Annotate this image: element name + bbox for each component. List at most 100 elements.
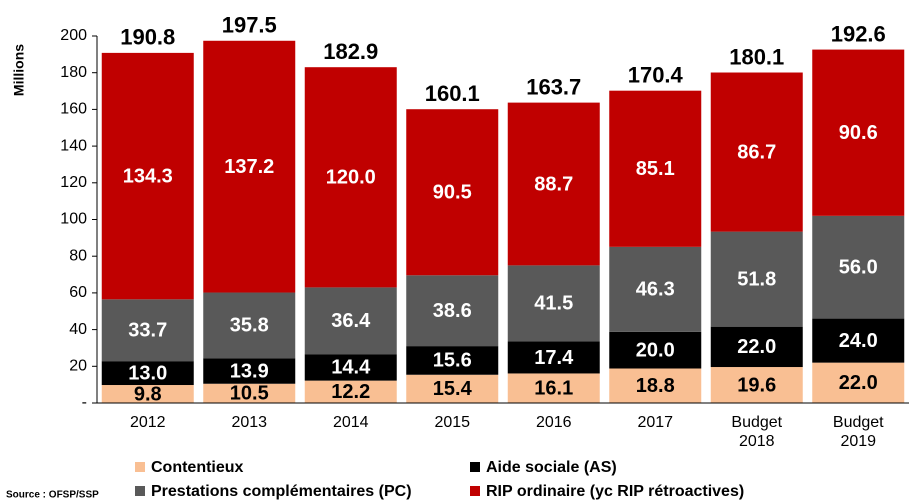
value-label: 17.4 xyxy=(534,347,574,369)
value-label: 22.0 xyxy=(737,336,776,358)
x-tick-label: 2016 xyxy=(535,414,572,431)
bar-segment xyxy=(304,287,397,355)
bar-segment xyxy=(304,380,397,403)
bar-segment xyxy=(101,361,194,386)
bar-segment xyxy=(812,362,905,403)
value-label: 24.0 xyxy=(839,330,878,352)
source: Source : OFSP/SSP xyxy=(6,490,99,501)
y-tick-label: 20 xyxy=(69,358,87,375)
value-label: 46.3 xyxy=(636,279,675,301)
bar-segment xyxy=(609,90,702,247)
value-label: 35.8 xyxy=(230,315,269,337)
x-tick-label: 2017 xyxy=(637,414,674,431)
legend-swatch xyxy=(470,462,480,472)
y-tick-label: 160 xyxy=(60,101,87,118)
value-label: 22.0 xyxy=(839,372,878,394)
legend-label: RIP ordinaire (yc RIP rétroactives) xyxy=(486,483,744,500)
value-label: 86.7 xyxy=(737,141,776,163)
value-label: 85.1 xyxy=(636,158,675,180)
value-label: 10.5 xyxy=(230,383,269,405)
bar-segment xyxy=(507,341,600,374)
bar-segment xyxy=(609,368,702,403)
value-label: 15.4 xyxy=(433,378,473,400)
bar-segment xyxy=(507,102,600,266)
bar-segment xyxy=(203,383,296,403)
bar-segment xyxy=(710,326,803,368)
bar-segment xyxy=(812,318,905,363)
value-label: 14.4 xyxy=(331,357,371,379)
total-label: 190.8 xyxy=(120,25,175,50)
total-label: 182.9 xyxy=(323,39,378,64)
bar-segment xyxy=(406,109,499,276)
y-tick-label: 140 xyxy=(60,137,87,154)
bar-segment xyxy=(812,215,905,319)
y-tick-label: 100 xyxy=(60,211,87,228)
y-tick-label: 180 xyxy=(60,64,87,81)
y-axis-label: Millions xyxy=(11,44,27,96)
legend-swatch xyxy=(135,486,145,496)
y-tick-label: - xyxy=(82,394,87,411)
value-label: 13.9 xyxy=(230,360,269,382)
x-tick-label: Budget 2018 xyxy=(731,414,783,450)
bar-segment xyxy=(609,331,702,369)
total-label: 163.7 xyxy=(526,74,581,99)
bar-segment xyxy=(304,354,397,381)
y-tick-label: 40 xyxy=(69,321,87,338)
bar-segment xyxy=(203,358,296,384)
bar-segment xyxy=(406,275,499,347)
total-label: 192.6 xyxy=(831,21,886,46)
total-label: 180.1 xyxy=(729,44,784,69)
value-label: 134.3 xyxy=(123,165,173,187)
legend-label: Aide sociale (AS) xyxy=(486,459,617,476)
value-label: 33.7 xyxy=(128,320,167,342)
value-label: 38.6 xyxy=(433,300,472,322)
value-label: 9.8 xyxy=(134,383,162,405)
value-label: 120.0 xyxy=(326,167,376,189)
bar-segment xyxy=(710,367,803,403)
legend-label: Contentieux xyxy=(151,459,244,476)
bar-segment xyxy=(203,40,296,293)
bar-segment xyxy=(507,373,600,403)
legend-label: Prestations complémentaires (PC) xyxy=(151,483,412,500)
bar-segment xyxy=(101,52,194,300)
value-label: 51.8 xyxy=(737,268,776,290)
bar-segment xyxy=(710,72,803,232)
y-tick-label: 80 xyxy=(69,247,87,264)
value-label: 137.2 xyxy=(224,156,274,178)
value-label: 56.0 xyxy=(839,256,878,278)
bar-segment xyxy=(304,67,397,288)
value-label: 12.2 xyxy=(331,381,370,403)
value-label: 20.0 xyxy=(636,339,675,361)
legend-swatch xyxy=(135,462,145,472)
bar-segment xyxy=(710,231,803,327)
bar-segment xyxy=(406,346,499,375)
bar-segment xyxy=(507,265,600,342)
bar-segment xyxy=(101,299,194,362)
y-tick-label: 60 xyxy=(69,284,87,301)
value-label: 13.0 xyxy=(128,362,167,384)
bar-segment xyxy=(812,49,905,216)
y-tick-label: 200 xyxy=(60,27,87,44)
bar-segment xyxy=(203,292,296,359)
value-label: 88.7 xyxy=(534,173,573,195)
value-label: 19.6 xyxy=(737,374,776,396)
total-label: 170.4 xyxy=(628,62,684,87)
value-label: 18.8 xyxy=(636,375,675,397)
x-tick-label: Budget 2019 xyxy=(832,414,884,450)
x-tick-label: 2015 xyxy=(434,414,471,431)
total-label: 160.1 xyxy=(425,81,480,106)
bar-segment xyxy=(609,246,702,332)
x-tick-label: 2014 xyxy=(332,414,369,431)
legend-swatch xyxy=(470,486,480,496)
value-label: 15.6 xyxy=(433,350,472,372)
value-label: 36.4 xyxy=(331,310,371,332)
x-tick-label: 2012 xyxy=(129,414,166,431)
total-label: 197.5 xyxy=(222,13,277,38)
value-label: 41.5 xyxy=(534,293,573,315)
bar-segment xyxy=(406,374,499,403)
y-tick-label: 120 xyxy=(60,174,87,191)
x-tick-label: 2013 xyxy=(231,414,268,431)
bar-segment xyxy=(101,385,194,403)
